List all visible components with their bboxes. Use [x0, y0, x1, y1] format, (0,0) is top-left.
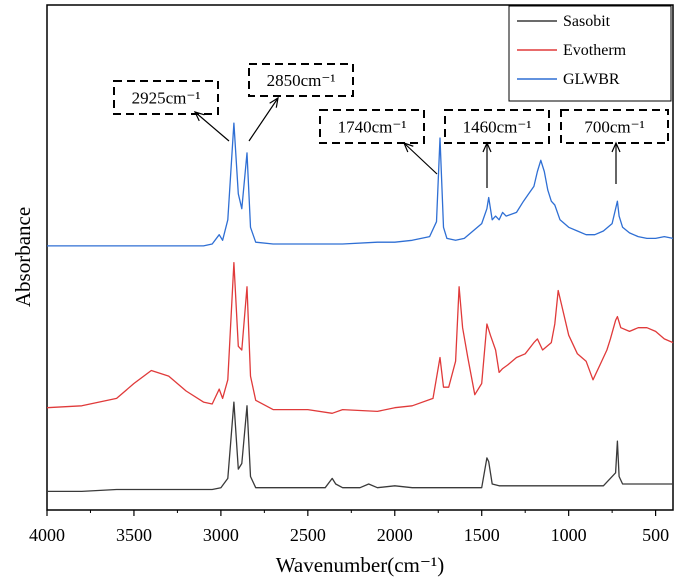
- x-axis-title: Wavenumber(cm⁻¹): [276, 553, 444, 577]
- y-axis-title: Absorbance: [11, 207, 35, 307]
- annotation-box: [560, 109, 669, 144]
- legend: Sasobit Evotherm GLWBR: [508, 5, 672, 102]
- series-line-evotherm: [46, 261, 674, 414]
- legend-box: [508, 5, 672, 102]
- annotation-arrowhead: [193, 111, 205, 122]
- annotation-label: 1740cm⁻¹: [338, 118, 407, 137]
- x-tick-label: 1000: [551, 525, 587, 545]
- x-tick-label: 4000: [29, 525, 65, 545]
- annotation-arrowhead: [611, 141, 621, 153]
- annotation-label: 1460cm⁻¹: [463, 118, 532, 137]
- peak-annotations: 2925cm⁻¹ 2850cm⁻¹ 1740cm⁻¹ 1460cm⁻¹ 700cm⁻¹: [113, 63, 669, 188]
- x-tick-label: 3000: [203, 525, 239, 545]
- annotation-arrowhead: [402, 141, 414, 153]
- series-line-glwbr: [47, 122, 674, 247]
- legend-label-evotherm: Evotherm: [563, 42, 627, 59]
- x-ticks: 4000 3500 3000 2500 2000 1500 1000 500: [29, 510, 669, 545]
- plot-frame: [46, 4, 674, 511]
- annotation-arrow: [403, 142, 438, 175]
- series-lines: [46, 122, 674, 493]
- annotation-box: [248, 63, 354, 97]
- x-tick-label: 1500: [464, 525, 500, 545]
- annotation-box: [113, 80, 219, 115]
- legend-label-sasobit: Sasobit: [563, 13, 611, 30]
- annotation-box: [444, 109, 550, 144]
- x-tick-label: 500: [642, 525, 669, 545]
- series-line-sasobit: [47, 401, 673, 493]
- annotation-label: 700cm⁻¹: [584, 118, 644, 137]
- annotation-arrowhead: [269, 96, 279, 108]
- legend-label-glwbr: GLWBR: [563, 71, 620, 88]
- annotation-arrowhead: [482, 141, 492, 153]
- annotation-arrow: [248, 97, 279, 142]
- annotation-arrow: [194, 111, 230, 142]
- x-tick-label: 2000: [377, 525, 413, 545]
- x-tick-label: 3500: [116, 525, 152, 545]
- annotation-label: 2925cm⁻¹: [132, 89, 201, 108]
- annotation-label: 2850cm⁻¹: [267, 71, 336, 90]
- annotation-box: [319, 109, 425, 144]
- x-tick-label: 2500: [290, 525, 326, 545]
